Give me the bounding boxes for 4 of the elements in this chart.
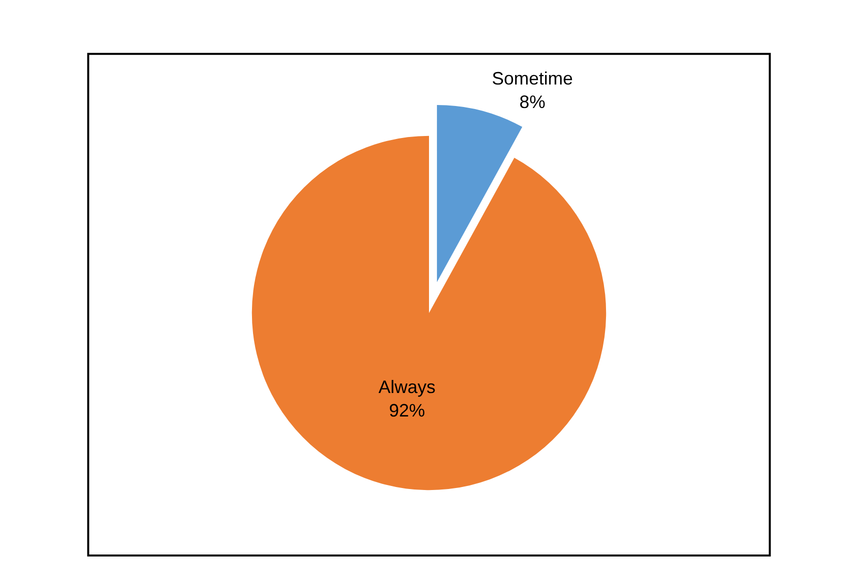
slice-label: Sometime xyxy=(492,68,573,89)
slice-label: Always xyxy=(378,377,436,398)
data-label: 8% xyxy=(519,92,546,112)
data-label: 92% xyxy=(388,400,425,420)
